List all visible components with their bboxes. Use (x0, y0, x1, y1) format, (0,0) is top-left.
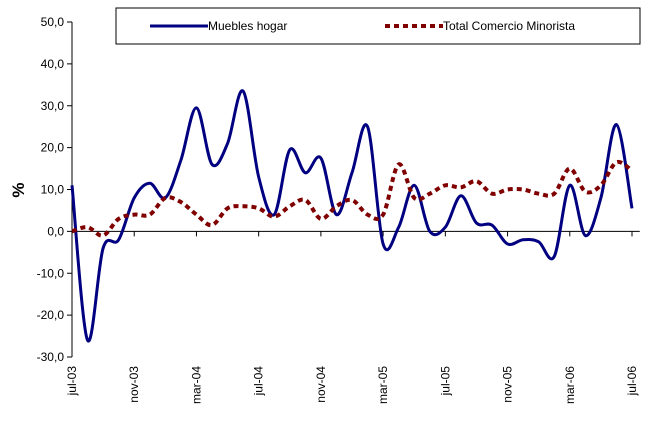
x-tick-label: jul-04 (252, 366, 266, 397)
legend-label: Muebles hogar (208, 19, 287, 33)
y-tick-label: 40,0 (41, 57, 65, 71)
x-tick-label: nov-05 (501, 366, 515, 403)
y-tick-label: -20,0 (37, 308, 65, 322)
y-tick-label: -30,0 (37, 350, 65, 364)
y-tick-label: 30,0 (41, 99, 65, 113)
x-tick-label: nov-03 (127, 366, 141, 403)
y-tick-label: 10,0 (41, 183, 65, 197)
y-tick-label: 0,0 (47, 224, 64, 238)
y-axis-title: % (9, 182, 28, 197)
x-tick-label: mar-06 (563, 366, 577, 404)
x-tick-label: jul-03 (65, 366, 79, 397)
x-tick-label: jul-05 (438, 366, 452, 397)
line-series (70, 89, 634, 343)
y-tick-label: 50,0 (41, 15, 65, 29)
x-tick-label: nov-04 (314, 366, 328, 403)
y-tick-label: -10,0 (37, 266, 65, 280)
x-tick-label: mar-04 (189, 366, 203, 404)
line-series (71, 159, 634, 238)
x-tick-label: mar-05 (376, 366, 390, 404)
y-tick-label: 20,0 (41, 141, 65, 155)
x-tick-label: jul-06 (625, 366, 639, 397)
legend-label: Total Comercio Minorista (443, 19, 575, 33)
